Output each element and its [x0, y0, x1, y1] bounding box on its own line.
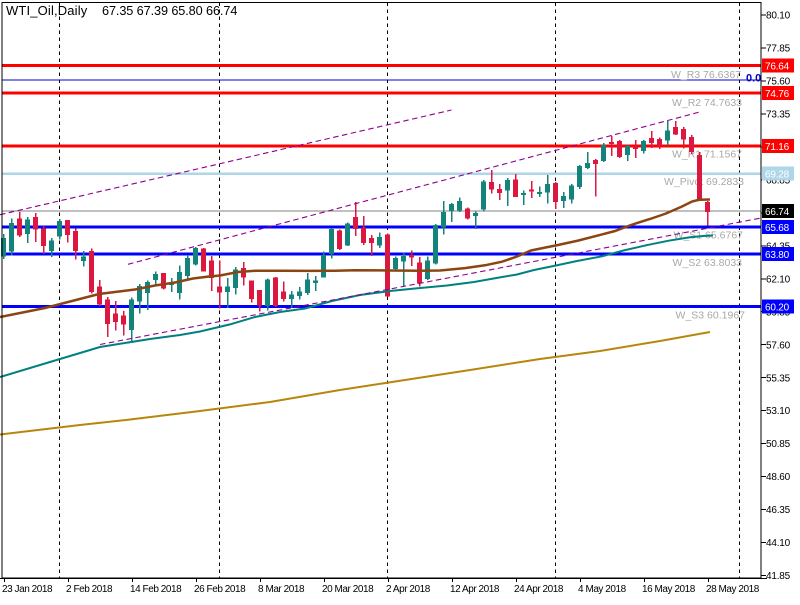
svg-text:69.28: 69.28: [765, 169, 790, 180]
svg-text:77.85: 77.85: [766, 44, 791, 55]
svg-text:W_S2 63.8033: W_S2 63.8033: [673, 257, 743, 269]
svg-text:26 Feb 2018: 26 Feb 2018: [194, 584, 246, 595]
svg-text:71.16: 71.16: [765, 142, 790, 153]
svg-text:80.10: 80.10: [766, 11, 791, 22]
svg-text:23 Jan 2018: 23 Jan 2018: [2, 584, 53, 595]
svg-text:73.35: 73.35: [766, 110, 791, 121]
svg-text:74.76: 74.76: [765, 89, 790, 100]
svg-text:62.10: 62.10: [766, 274, 791, 285]
svg-text:W_R3 76.6367: W_R3 76.6367: [671, 69, 741, 81]
svg-text:24 Apr 2018: 24 Apr 2018: [514, 584, 564, 595]
svg-text:64.35: 64.35: [766, 241, 791, 252]
svg-text:2 Feb 2018: 2 Feb 2018: [66, 584, 113, 595]
svg-text:60.20: 60.20: [765, 302, 790, 313]
svg-text:41.85: 41.85: [766, 571, 791, 582]
svg-text:50.85: 50.85: [766, 439, 791, 450]
svg-text:14 Feb 2018: 14 Feb 2018: [130, 584, 182, 595]
svg-text:W_R2 74.7633: W_R2 74.7633: [672, 97, 742, 109]
svg-text:63.80: 63.80: [765, 250, 790, 261]
svg-text:0.0: 0.0: [746, 73, 761, 85]
svg-text:66.74: 66.74: [765, 207, 790, 218]
svg-text:44.10: 44.10: [766, 538, 791, 549]
svg-text:65.68: 65.68: [765, 223, 790, 234]
svg-text:48.60: 48.60: [766, 472, 791, 483]
svg-text:75.60: 75.60: [766, 77, 791, 88]
svg-text:W_S3 60.1967: W_S3 60.1967: [676, 310, 746, 322]
svg-text:2 Apr 2018: 2 Apr 2018: [386, 584, 431, 595]
svg-text:20 Mar 2018: 20 Mar 2018: [322, 584, 374, 595]
svg-text:12 Apr 2018: 12 Apr 2018: [450, 584, 500, 595]
svg-text:76.64: 76.64: [765, 61, 790, 72]
svg-text:68.85: 68.85: [766, 175, 791, 186]
svg-text:16 May 2018: 16 May 2018: [642, 584, 696, 595]
svg-text:8 Mar 2018: 8 Mar 2018: [258, 584, 305, 595]
svg-text:55.35: 55.35: [766, 373, 791, 384]
svg-text:67.35 67.39 65.80 66.74: 67.35 67.39 65.80 66.74: [102, 4, 237, 18]
svg-text:28 May 2018: 28 May 2018: [706, 584, 760, 595]
svg-text:W_R1 71.1567: W_R1 71.1567: [672, 149, 742, 161]
svg-text:WTI_Oil,Daily: WTI_Oil,Daily: [6, 3, 88, 18]
svg-text:46.35: 46.35: [766, 505, 791, 516]
svg-text:57.60: 57.60: [766, 340, 791, 351]
svg-text:W_Pivot 69.2833: W_Pivot 69.2833: [664, 176, 744, 188]
svg-text:4 May 2018: 4 May 2018: [578, 584, 627, 595]
svg-text:53.10: 53.10: [766, 406, 791, 417]
